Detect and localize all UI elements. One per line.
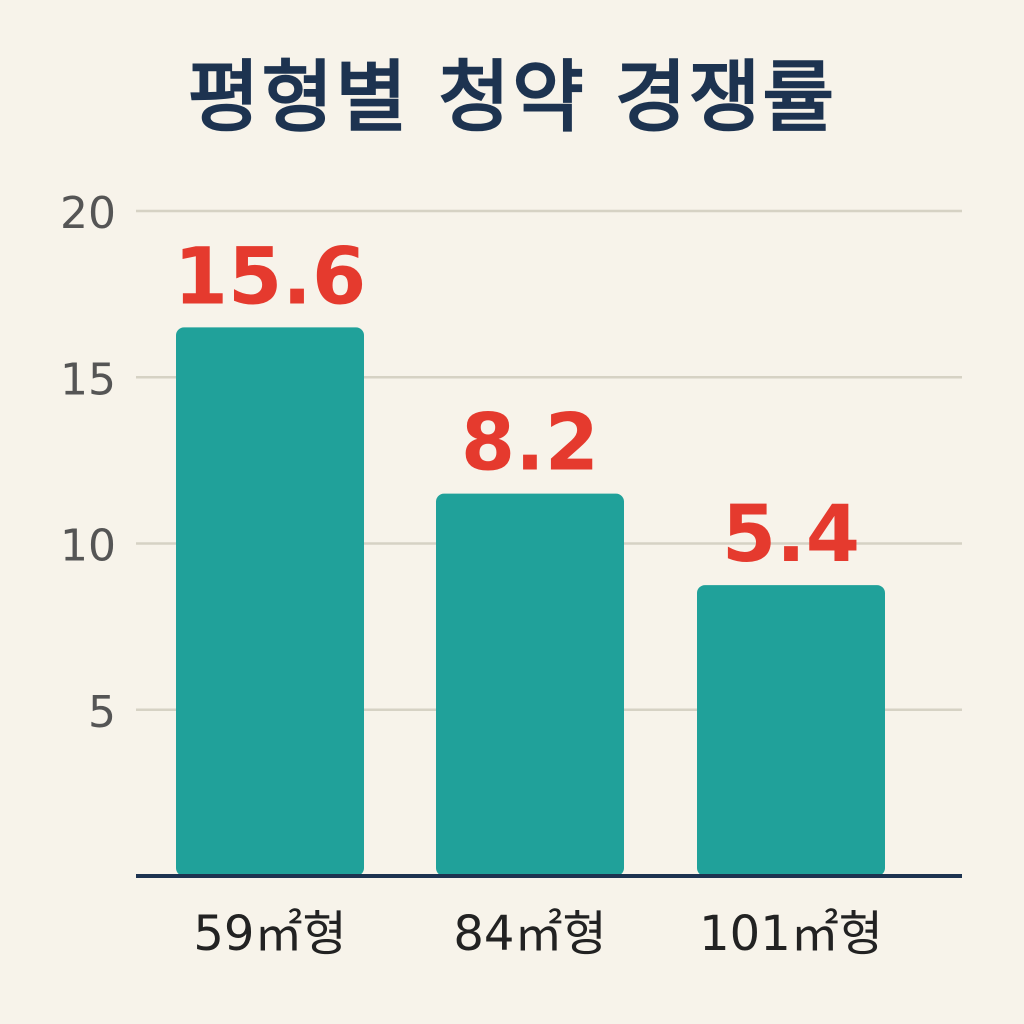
- chart-title: 평형별 청약 경쟁률: [187, 53, 837, 143]
- y-tick-label: 5: [88, 687, 116, 738]
- y-tick-label: 10: [60, 521, 116, 572]
- y-axis-ticks: 5 10 15 20: [60, 188, 116, 738]
- bars: [176, 327, 885, 876]
- bar: [436, 493, 624, 876]
- value-label: 8.2: [461, 399, 599, 489]
- bar: [697, 585, 885, 876]
- y-tick-label: 15: [60, 354, 116, 405]
- category-label: 84㎡형: [453, 906, 606, 962]
- value-label: 5.4: [722, 490, 860, 580]
- category-label: 101㎡형: [699, 906, 883, 962]
- category-label: 59㎡형: [193, 906, 346, 962]
- category-labels: 59㎡형 84㎡형 101㎡형: [193, 906, 883, 962]
- y-tick-label: 20: [60, 188, 116, 239]
- value-labels: 15.6 8.2 5.4: [174, 232, 860, 580]
- value-label: 15.6: [174, 232, 366, 322]
- bar: [176, 327, 364, 876]
